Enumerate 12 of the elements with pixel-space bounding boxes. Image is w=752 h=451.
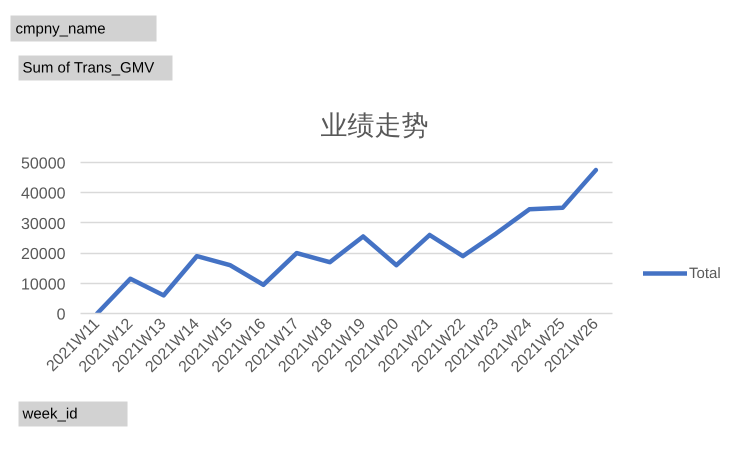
y-tick-label: 40000 (21, 186, 66, 203)
chart-title: 业绩走势 (320, 110, 428, 140)
y-tick-label: 30000 (21, 216, 66, 233)
text: week_id (22, 406, 78, 422)
legend-label: Total (689, 264, 721, 282)
y-tick-label: 10000 (21, 276, 66, 294)
y-tick-label: 50000 (21, 156, 66, 172)
line-series (94, 168, 598, 314)
text: cmpny_name (16, 20, 106, 38)
y-tick-label: 20000 (21, 246, 66, 264)
text: Sum of Trans_GMV (22, 60, 154, 76)
y-tick-label: 0 (56, 306, 66, 324)
